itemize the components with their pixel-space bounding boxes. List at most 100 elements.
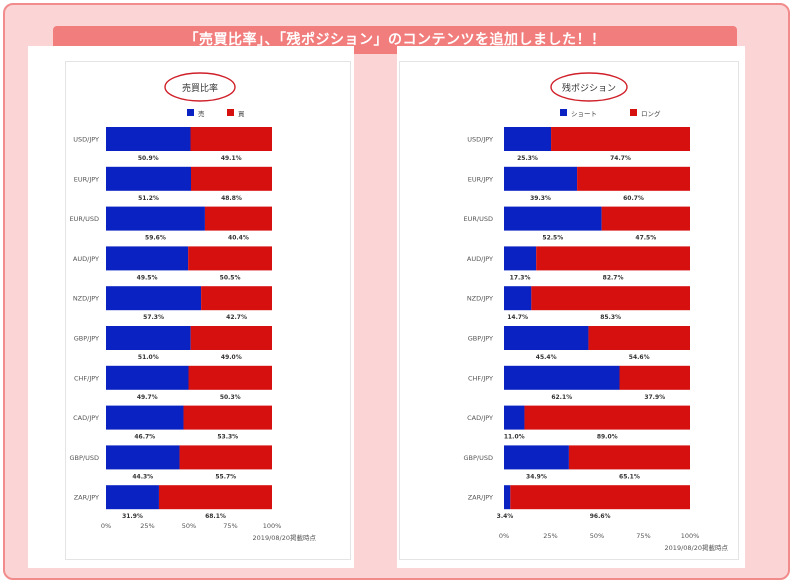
data-label: 50.3% [220,394,241,401]
bar-second-series [179,445,272,470]
category-label: CAD/JPY [467,414,493,422]
data-label: 51.2% [138,195,159,202]
bar-second-series [183,405,272,430]
x-tick-label: 50% [590,532,604,540]
data-label: 3.4% [497,513,514,520]
data-label: 85.3% [600,314,621,321]
category-label: AUD/JPY [73,255,99,263]
bar-second-series [190,326,272,350]
data-label: 37.9% [644,394,665,401]
bar-first-series [106,326,191,350]
category-label: ZAR/JPY [74,494,99,502]
data-label: 50.9% [138,155,159,162]
data-label: 82.7% [603,274,624,281]
data-label: 45.4% [536,354,557,361]
bar-first-series [504,286,532,311]
chart-footnote: 2019/08/20掲載時点 [665,543,729,552]
data-label: 96.6% [590,513,611,520]
right-panel: 残ポジション ショート ロング USD/JPY 25.3% 74.7% EUR/JPY 39.… [397,46,745,568]
x-tick-label: 0% [101,522,111,530]
x-tick-label: 25% [543,532,557,540]
bar-second-series [619,365,690,390]
bar-second-series [201,286,272,311]
bar-first-series [504,445,569,470]
data-label: 49.7% [137,394,158,401]
legend-label-1: ロング [641,109,661,118]
bar-first-series [504,485,511,510]
legend-swatch-0 [187,109,194,116]
category-label: EUR/USD [464,215,493,223]
data-label: 51.0% [138,354,159,361]
sell-buy-ratio-card: 売買比率売 買 USD/JPY 50.9% 49.1% EUR/JPY 51.2% 48.8%… [65,61,351,560]
legend-swatch-0 [560,109,567,116]
bar-second-series [531,286,690,311]
left-panel: 売買比率売 買 USD/JPY 50.9% 49.1% EUR/JPY 51.2% 48.8%… [28,46,354,568]
data-label: 31.9% [122,513,143,520]
data-label: 49.1% [221,155,242,162]
x-tick-label: 50% [182,522,196,530]
category-label: CAD/JPY [73,414,99,422]
data-label: 55.7% [215,473,236,480]
chart-footnote: 2019/08/20掲載時点 [253,533,317,542]
data-label: 47.5% [635,235,656,242]
category-label: GBP/USD [464,454,494,462]
bar-first-series [504,206,602,231]
data-label: 59.6% [145,235,166,242]
title-ring [550,72,628,102]
bar-first-series [504,405,525,430]
bar-first-series [504,326,589,350]
data-label: 68.1% [205,513,226,520]
category-label: ZAR/JPY [468,494,493,502]
bar-second-series [536,246,690,271]
bar-first-series [106,166,191,191]
bar-second-series [188,365,272,390]
data-label: 57.3% [143,314,164,321]
data-label: 74.7% [610,155,631,162]
x-tick-label: 75% [223,522,237,530]
bar-second-series [568,445,690,470]
legend-label-0: ショート [571,110,597,118]
x-tick-label: 0% [499,532,509,540]
bar-first-series [504,365,620,390]
category-label: NZD/JPY [73,295,99,303]
bar-second-series [601,206,690,231]
title-ring [164,72,236,102]
bar-first-series [106,286,202,311]
x-tick-label: 100% [263,522,282,530]
bar-first-series [504,166,578,191]
data-label: 54.6% [629,354,650,361]
category-label: NZD/JPY [467,295,493,303]
data-label: 65.1% [619,473,640,480]
bar-second-series [577,166,690,191]
category-label: CHF/JPY [74,374,99,382]
data-label: 48.8% [221,195,242,202]
category-label: EUR/USD [70,215,99,223]
legend-label-0: 売 [198,109,205,118]
category-label: GBP/JPY [74,335,99,343]
data-label: 53.3% [217,434,238,441]
bar-second-series [551,127,690,151]
chart-title: 売買比率 [182,82,218,94]
data-label: 11.0% [504,434,525,441]
bar-first-series [106,445,180,470]
data-label: 14.7% [507,314,528,321]
data-label: 60.7% [623,195,644,202]
category-label: GBP/JPY [468,335,493,343]
open-position-card: 残ポジション ショート ロング USD/JPY 25.3% 74.7% EUR/JPY 39.… [399,61,739,560]
data-label: 17.3% [510,274,531,281]
data-label: 46.7% [134,434,155,441]
data-label: 50.5% [220,274,241,281]
data-label: 25.3% [517,155,538,162]
chart-title: 残ポジション [562,82,616,94]
x-tick-label: 25% [140,522,154,530]
data-label: 40.4% [228,235,249,242]
category-label: AUD/JPY [467,255,493,263]
x-tick-label: 100% [681,532,700,540]
bar-first-series [106,206,205,231]
bar-second-series [190,127,272,151]
bar-first-series [504,127,552,151]
data-label: 49.0% [221,354,242,361]
bar-first-series [106,246,189,271]
